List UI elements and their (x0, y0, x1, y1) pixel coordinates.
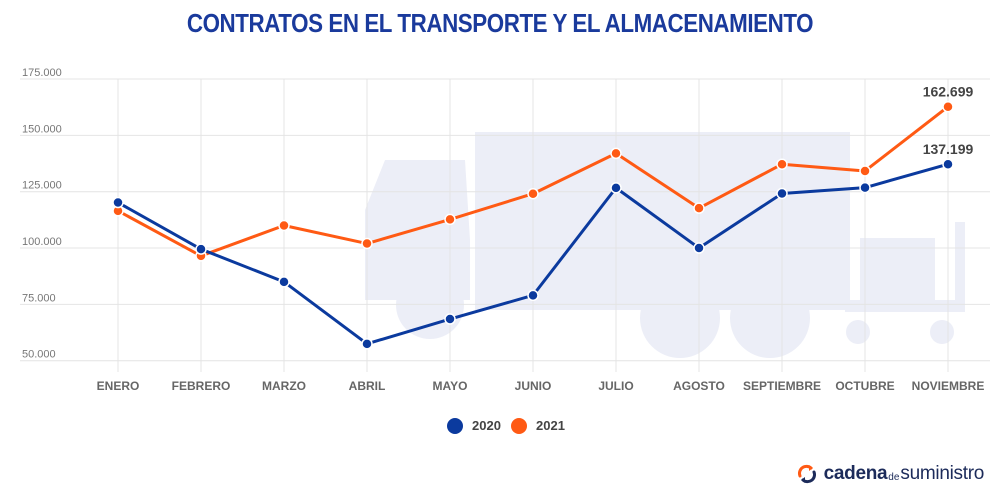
data-point-2020 (859, 181, 871, 194)
y-tick-label: 175.000 (22, 67, 62, 79)
x-tick-label: OCTUBRE (835, 379, 894, 393)
trolley-box-shape (860, 238, 935, 300)
legend-item-2021: 2021 (511, 418, 565, 434)
data-point-2020 (776, 187, 788, 200)
data-point-2020 (195, 243, 207, 255)
data-label: 137.199 (923, 141, 974, 157)
x-tick-label: ENERO (97, 379, 140, 393)
data-point-2020 (610, 182, 622, 194)
brand-logo: cadena de suministro (796, 462, 984, 486)
y-tick-label: 100.000 (22, 236, 62, 248)
data-point-2020 (527, 289, 539, 302)
x-tick-label: FEBRERO (172, 379, 231, 393)
legend-label: 2021 (536, 418, 565, 433)
legend-marker (511, 418, 527, 434)
data-point-2021 (527, 187, 539, 200)
x-tick-label: ABRIL (349, 379, 386, 393)
y-tick-label: 150.000 (22, 123, 62, 135)
x-tick-label: MARZO (262, 379, 306, 393)
trolley-wheel-shape (930, 320, 954, 344)
annotations: 162.699 137.199 (923, 84, 974, 157)
y-tick-label: 125.000 (22, 180, 62, 192)
y-tick-label: 75.000 (22, 292, 56, 304)
legend-marker (447, 418, 463, 434)
trolley-handle-shape (955, 222, 965, 312)
data-point-2020 (942, 158, 954, 170)
x-tick-label: JUNIO (515, 379, 552, 393)
legend: 2020 2021 (447, 418, 565, 434)
y-tick-label: 50.000 (22, 349, 56, 361)
legend-item-2020: 2020 (447, 418, 501, 434)
data-point-2020 (444, 313, 456, 325)
x-tick-label: JULIO (598, 379, 633, 393)
grid-lines (20, 78, 990, 372)
truck-wheel-shape (730, 278, 810, 358)
series-layer (112, 100, 954, 350)
x-tick-label: SEPTIEMBRE (743, 379, 821, 393)
data-point-2021 (278, 219, 290, 232)
data-point-2021 (361, 237, 373, 250)
truck-wheel-shape (396, 271, 464, 339)
truck-wheel-shape (640, 278, 720, 358)
series-2021 (112, 100, 954, 262)
x-tick-label: MAYO (433, 379, 468, 393)
y-axis: 50.000 75.000 100.000 125.000 150.000 175.000 (22, 67, 62, 361)
trolley-base-shape (845, 300, 965, 312)
data-point-2020 (693, 242, 705, 254)
data-point-2021 (859, 165, 871, 177)
data-point-2021 (942, 100, 954, 113)
trolley-wheel-shape (846, 320, 870, 344)
x-axis: ENERO FEBRERO MARZO ABRIL MAYO JUNIO JULIO AGOS… (97, 379, 985, 393)
x-tick-label: AGOSTO (673, 379, 725, 393)
legend-label: 2020 (472, 418, 501, 433)
data-point-2021 (693, 202, 705, 214)
brand-name-part1: cadena (823, 463, 888, 484)
data-label: 162.699 (923, 84, 974, 100)
cycle-arrows-icon (797, 464, 816, 484)
brand-name-part3: suministro (900, 463, 984, 484)
data-point-2020 (278, 276, 290, 288)
chart-title: CONTRATOS EN EL TRANSPORTE Y EL ALMACENA… (186, 8, 814, 38)
data-point-2020 (361, 338, 373, 350)
x-tick-label: NOVIEMBRE (912, 379, 985, 393)
brand-name-part2: de (888, 471, 900, 483)
background-illustration (365, 132, 965, 358)
data-point-2021 (776, 158, 788, 170)
series-2020 (112, 158, 954, 350)
data-point-2020 (112, 196, 124, 209)
data-point-2021 (444, 213, 456, 226)
data-point-2021 (610, 147, 622, 160)
